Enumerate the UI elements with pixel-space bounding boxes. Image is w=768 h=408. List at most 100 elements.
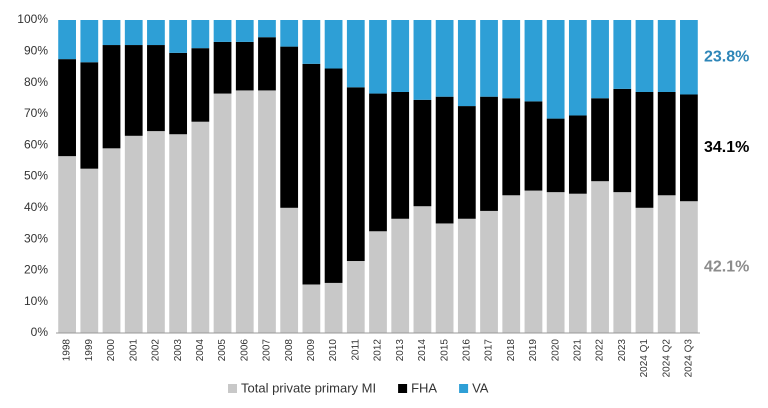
bar-segment	[302, 20, 321, 64]
x-tick-label: 2005	[217, 339, 228, 362]
y-tick-label: 50%	[24, 169, 48, 183]
y-tick-label: 10%	[24, 294, 48, 308]
x-tick-label: 2013	[395, 339, 406, 362]
bar-segment	[546, 118, 565, 193]
x-tick-label: 2022	[595, 339, 606, 362]
x-tick-label: 2024 Q1	[639, 339, 650, 378]
x-tick-label: 2021	[573, 339, 584, 362]
bar-segment	[591, 20, 609, 99]
bar-segment	[80, 62, 99, 169]
x-tick-label: 2002	[151, 339, 162, 362]
bar-segment	[635, 91, 654, 208]
x-tick-label: 2011	[350, 339, 361, 361]
y-tick-label: 60%	[24, 137, 48, 151]
bar-segment	[191, 48, 210, 122]
bar-segment	[680, 201, 698, 333]
bar-segment	[680, 20, 698, 95]
bar-segment	[324, 68, 343, 283]
bar-segment	[568, 115, 587, 194]
bar-segment	[213, 41, 232, 94]
x-tick-label: 1998	[62, 339, 73, 362]
end-label: 23.8%	[704, 48, 749, 65]
x-tick-label: 2007	[262, 339, 273, 362]
legend-swatch	[459, 384, 469, 393]
x-tick-label: 2014	[417, 339, 428, 362]
y-tick-label: 90%	[24, 43, 48, 57]
bar-segment	[524, 190, 543, 333]
x-tick-label: 2012	[373, 339, 384, 362]
bar-segment	[58, 20, 76, 60]
x-tick-label: 2004	[195, 339, 206, 362]
x-tick-label: 2015	[439, 339, 450, 362]
bar-segment	[413, 20, 432, 100]
bar-segment	[346, 20, 365, 88]
bar-segment	[124, 20, 143, 46]
x-tick-label: 2019	[528, 339, 539, 362]
bar-segment	[635, 207, 654, 333]
bar-segment	[169, 134, 188, 333]
bar-segment	[80, 168, 99, 333]
bar-segment	[124, 135, 143, 333]
bar-segment	[235, 20, 254, 42]
bar-segment	[369, 93, 387, 232]
bar-segment	[635, 20, 654, 92]
bar-segment	[502, 20, 521, 99]
y-tick-label: 100%	[17, 12, 48, 26]
x-tick-label: 2016	[461, 339, 472, 362]
bar-segment	[102, 45, 121, 149]
bar-segment	[502, 195, 521, 333]
bar-segment	[191, 121, 210, 333]
bar-segment	[58, 156, 76, 333]
x-tick-label: 2010	[328, 339, 339, 362]
bar-segment	[147, 131, 165, 333]
legend-label: VA	[472, 380, 489, 395]
bar-segment	[568, 20, 587, 116]
bar-segment	[147, 45, 165, 132]
legend-swatch	[228, 384, 237, 393]
bar-segment	[568, 193, 587, 333]
x-tick-label: 2000	[106, 339, 117, 362]
bar-segment	[546, 192, 565, 333]
bar-segment	[391, 91, 410, 219]
bar-segment	[435, 20, 454, 97]
bar-segment	[169, 20, 188, 53]
bar-segment	[280, 20, 299, 47]
bar-segment	[391, 218, 410, 333]
bar-segment	[524, 20, 543, 102]
x-tick-label: 2017	[484, 339, 495, 362]
y-tick-label: 70%	[24, 106, 48, 120]
bar-segment	[213, 93, 232, 334]
x-tick-label: 2003	[173, 339, 184, 362]
bar-segment	[147, 20, 165, 46]
bar-segment	[391, 20, 410, 92]
bar-segment	[435, 96, 454, 224]
bar-segment	[680, 94, 698, 202]
bar-segment	[235, 41, 254, 91]
bar-segment	[457, 20, 476, 107]
x-tick-label: 2018	[506, 339, 517, 362]
bar-segment	[480, 210, 498, 333]
y-tick-label: 80%	[24, 75, 48, 89]
y-tick-label: 40%	[24, 200, 48, 214]
bar-segment	[369, 20, 387, 94]
end-label: 34.1%	[704, 139, 749, 156]
bar-segment	[369, 231, 387, 333]
x-tick-label: 2008	[284, 339, 295, 362]
bar-segment	[302, 63, 321, 285]
bar-segment	[591, 181, 609, 333]
legend-label: Total private primary MI	[241, 380, 376, 395]
bar-segment	[480, 20, 498, 97]
bar-segment	[613, 88, 632, 193]
bar-segment	[102, 20, 121, 46]
bar-segment	[191, 20, 210, 49]
x-tick-label: 2006	[239, 339, 250, 362]
bar-segment	[502, 98, 521, 196]
bar-segment	[258, 37, 276, 91]
bar-segment	[213, 20, 232, 42]
bar-segment	[435, 223, 454, 333]
bar-segment	[280, 46, 299, 208]
bar-segment	[235, 90, 254, 333]
bar-segment	[457, 106, 476, 219]
end-label: 42.1%	[704, 258, 749, 275]
bar-segment	[413, 206, 432, 333]
